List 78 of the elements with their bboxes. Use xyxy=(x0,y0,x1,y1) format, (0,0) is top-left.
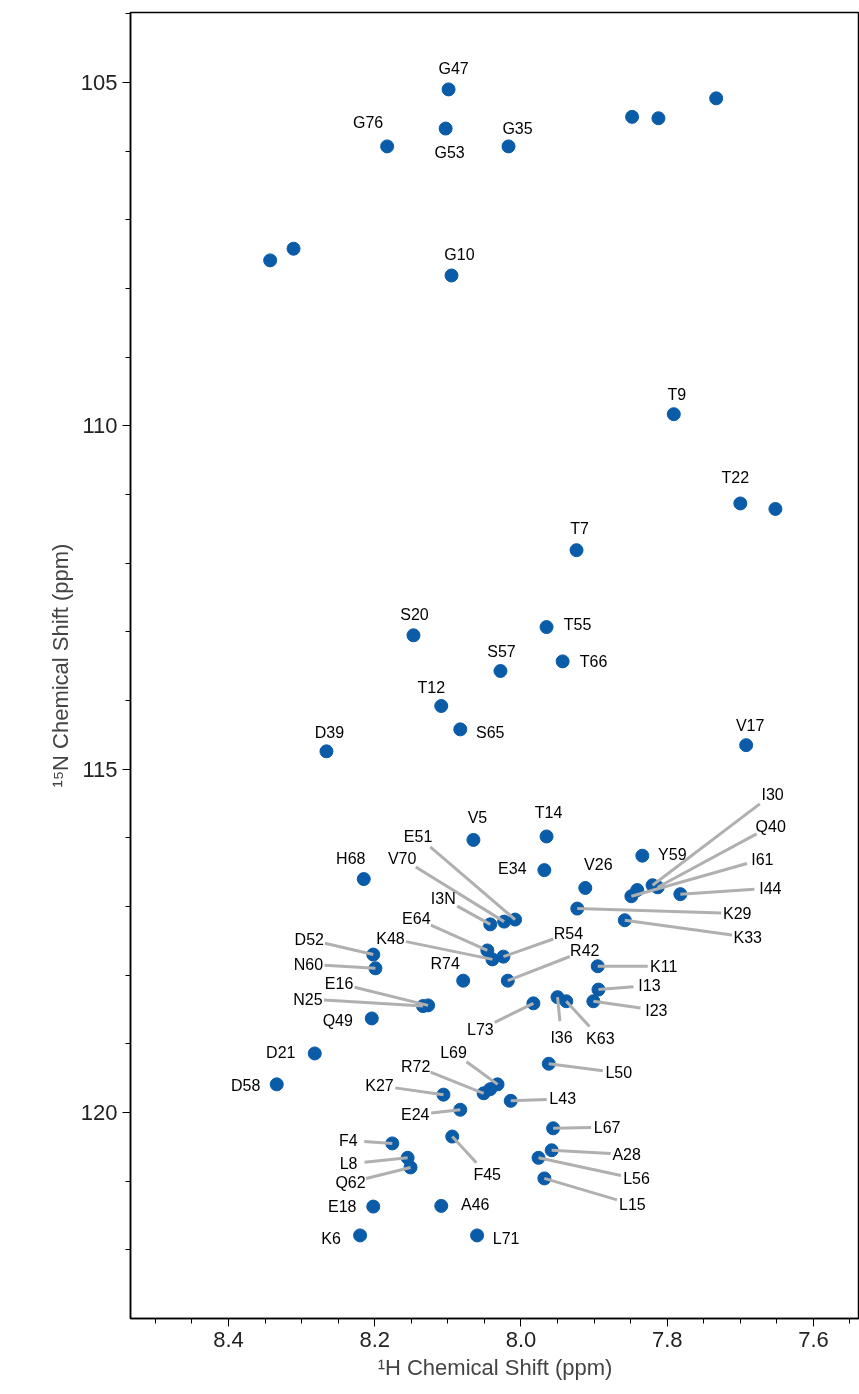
annotation: V5 xyxy=(467,809,488,827)
annotation: G76 xyxy=(353,113,384,131)
annotation: E18 xyxy=(328,1198,357,1216)
x-tick-label: 7.8 xyxy=(651,1326,683,1352)
annotation: E34 xyxy=(498,859,527,877)
annotation: D21 xyxy=(266,1043,296,1061)
annotation: L73 xyxy=(467,1020,494,1038)
annotation: L15 xyxy=(619,1195,646,1213)
annotation: T22 xyxy=(721,468,750,486)
annotation: V70 xyxy=(387,850,417,868)
annotation: L50 xyxy=(605,1064,633,1082)
annotation: V17 xyxy=(735,716,765,734)
annotation: K48 xyxy=(376,929,405,947)
annotation: I61 xyxy=(751,850,774,868)
annotation: D52 xyxy=(294,931,325,949)
x-tick-label: 8.4 xyxy=(213,1326,244,1352)
annotation: T7 xyxy=(570,519,589,537)
annotation: D58 xyxy=(231,1076,261,1094)
annotation: L67 xyxy=(593,1118,621,1136)
annotation: R74 xyxy=(430,955,460,973)
x-tick-label: 7.6 xyxy=(798,1326,829,1352)
annotation: L56 xyxy=(623,1170,650,1188)
annotation: L8 xyxy=(339,1155,358,1173)
annotation: T9 xyxy=(667,385,687,403)
annotation: I23 xyxy=(645,1001,668,1019)
annotation: K33 xyxy=(733,928,763,946)
annotation: A28 xyxy=(612,1145,641,1163)
annotation: E16 xyxy=(324,974,354,992)
annotation: I13 xyxy=(638,977,661,995)
annotation: S65 xyxy=(476,723,505,741)
annotation: S20 xyxy=(400,605,429,623)
annotation: Q40 xyxy=(755,817,786,835)
annotation: T12 xyxy=(417,678,446,696)
annotation: T14 xyxy=(534,803,563,821)
annotation: L71 xyxy=(492,1229,520,1247)
annotation: E24 xyxy=(401,1106,430,1124)
y-tick-label: 110 xyxy=(82,413,118,439)
annotation: T55 xyxy=(563,615,592,633)
annotation: Q62 xyxy=(335,1173,366,1191)
x-tick-label: 8.2 xyxy=(359,1326,391,1352)
annotation: S57 xyxy=(487,643,516,661)
annotation: D39 xyxy=(314,723,345,741)
annotation: N60 xyxy=(293,955,324,973)
y-axis-title: ¹⁵N Chemical Shift (ppm) xyxy=(47,543,73,788)
annotation: T66 xyxy=(579,652,608,670)
annotation: Y59 xyxy=(658,846,687,864)
x-axis-title: ¹H Chemical Shift (ppm) xyxy=(377,1354,613,1380)
annotation: K6 xyxy=(321,1229,341,1247)
y-tick-label: 105 xyxy=(80,70,118,96)
y-tick-label: 115 xyxy=(82,756,118,782)
annotation: L43 xyxy=(549,1090,577,1108)
annotation: G10 xyxy=(444,245,475,263)
annotation: A46 xyxy=(461,1196,490,1214)
annotation: I3N xyxy=(430,889,456,907)
annotation: K27 xyxy=(365,1077,394,1095)
annotation: I36 xyxy=(550,1028,573,1046)
annotation: K63 xyxy=(586,1029,615,1047)
annotation: N25 xyxy=(293,990,323,1008)
x-tick-label: 8.0 xyxy=(505,1326,537,1352)
annotation: K11 xyxy=(650,957,678,975)
annotation: E51 xyxy=(403,828,433,846)
annotation: L69 xyxy=(440,1043,468,1061)
annotation: F4 xyxy=(338,1131,358,1149)
annotation: F45 xyxy=(473,1166,502,1184)
y-tick-label: 120 xyxy=(80,1100,118,1126)
annotation: G35 xyxy=(502,119,533,137)
annotation: I30 xyxy=(761,785,784,803)
annotation: E64 xyxy=(402,909,431,927)
annotation: G53 xyxy=(434,144,465,162)
annotation: R54 xyxy=(553,925,584,943)
annotation: I44 xyxy=(759,879,782,897)
annotation: Q49 xyxy=(322,1011,354,1029)
annotation: R42 xyxy=(570,942,600,960)
annotation: V26 xyxy=(584,856,613,874)
annotation: G47 xyxy=(438,59,469,77)
annotation: K29 xyxy=(723,905,752,923)
annotation: H68 xyxy=(336,849,366,867)
annotation: R72 xyxy=(400,1057,431,1075)
